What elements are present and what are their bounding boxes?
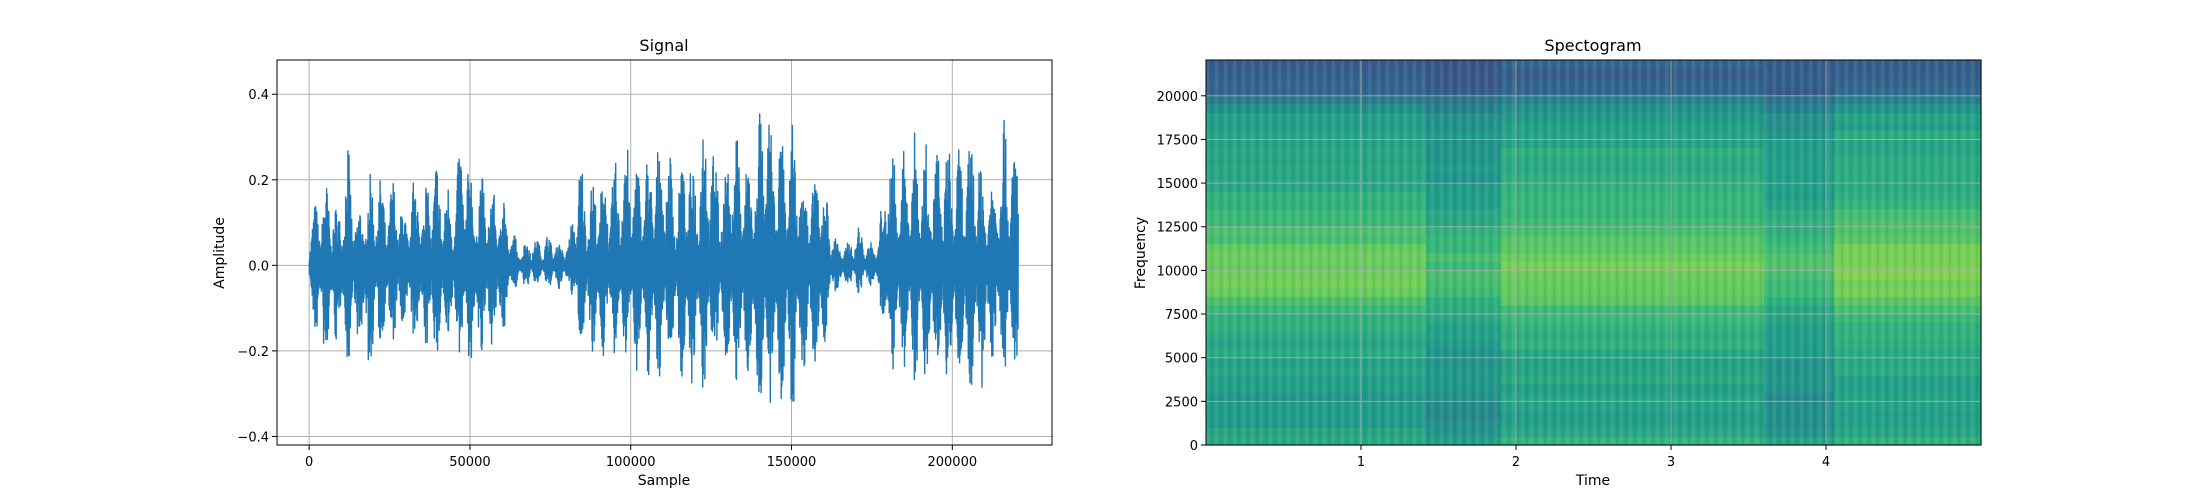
signal-x-tick-label: 150000: [767, 455, 817, 470]
signal-y-axis-label: Amplitude: [212, 217, 228, 289]
spectrogram-y-tick-label: 2500: [1165, 395, 1198, 410]
spectrogram-axes-frame: [1205, 59, 1982, 446]
spectrogram-x-tick-label: 1: [1357, 455, 1365, 470]
spectrogram-y-tick-label: 7500: [1165, 308, 1198, 323]
spectrogram-y-tick-label: 15000: [1157, 177, 1198, 192]
signal-y-ticks: 0.4 0.2 0.0 −0.2 −0.4: [237, 88, 277, 445]
spectrogram-chart: 1 2 3 4 0 2500 5000 7500 10000 12500 15000 17500 20…: [1133, 36, 1982, 489]
spectrogram-y-axis-label: Frequency: [1133, 217, 1149, 289]
signal-x-axis-label: Sample: [638, 473, 691, 489]
spectrogram-y-tick-label: 17500: [1157, 133, 1198, 148]
spectrogram-y-tick-label: 5000: [1165, 352, 1198, 367]
signal-series-line: [308, 113, 1019, 403]
spectrogram-y-tick-label: 10000: [1157, 264, 1198, 279]
signal-y-tick-label: −0.4: [237, 430, 269, 445]
signal-x-tick-label: 50000: [449, 455, 490, 470]
signal-y-tick-label: −0.2: [237, 345, 269, 360]
signal-chart: 0 50000 100000 150000 200000 0.4 0.2 0.0 −0.2 −0…: [212, 36, 1053, 489]
signal-y-tick-label: 0.2: [248, 174, 269, 189]
signal-title: Signal: [639, 36, 688, 55]
spectrogram-x-tick-label: 3: [1667, 455, 1675, 470]
spectrogram-y-tick-label: 20000: [1157, 90, 1198, 105]
spectrogram-texture: [1206, 60, 1981, 445]
signal-waveform: [308, 113, 1019, 403]
signal-x-tick-label: 0: [305, 455, 313, 470]
signal-axes-frame: [276, 59, 1053, 446]
spectrogram-y-tick-label: 12500: [1157, 221, 1198, 236]
spectrogram-x-axis-label: Time: [1575, 473, 1610, 489]
signal-x-tick-label: 200000: [927, 455, 977, 470]
spectrogram-x-tick-label: 2: [1512, 455, 1520, 470]
spectrogram-x-tick-label: 4: [1822, 455, 1830, 470]
signal-x-tick-label: 100000: [606, 455, 656, 470]
signal-y-tick-label: 0.4: [248, 88, 269, 103]
signal-x-ticks: 0 50000 100000 150000 200000: [305, 445, 977, 470]
spectrogram-x-ticks: 1 2 3 4: [1357, 445, 1830, 470]
spectrogram-title: Spectogram: [1544, 36, 1641, 55]
spectrogram-y-ticks: 0 2500 5000 7500 10000 12500 15000 17500 20000: [1157, 90, 1206, 454]
signal-y-tick-label: 0.0: [248, 259, 269, 274]
spectrogram-y-tick-label: 0: [1190, 439, 1198, 454]
